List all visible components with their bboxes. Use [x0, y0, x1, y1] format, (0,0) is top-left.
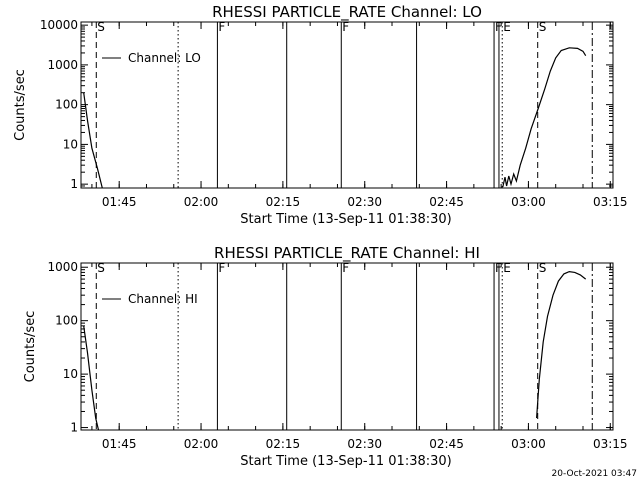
- y-tick-label: 10: [63, 137, 78, 151]
- y-tick-label: 10: [63, 367, 78, 381]
- plot-frame: [80, 21, 614, 189]
- x-axis-label: Start Time (13-Sep-11 01:38:30): [240, 454, 451, 469]
- chart-title: RHESSI PARTICLE_RATE Channel: HI: [214, 244, 480, 263]
- series-line: [536, 270, 587, 419]
- y-tick-label: 100: [55, 98, 78, 112]
- y-axis-label: Counts/sec: [23, 311, 38, 383]
- x-tick-label: 02:45: [429, 437, 464, 451]
- event-marker-label: F: [342, 20, 349, 34]
- x-tick-label: 02:00: [184, 195, 219, 209]
- chart-title: RHESSI PARTICLE_RATE Channel: LO: [212, 3, 482, 22]
- event-marker-label: S: [97, 20, 105, 34]
- y-tick-label: 100: [55, 314, 78, 328]
- x-tick-label: 02:30: [347, 195, 382, 209]
- chart-panel-2: RHESSI PARTICLE_RATE Channel: HI 1 10 100 10…: [23, 244, 628, 469]
- footer-timestamp: 20-Oct-2021 03:47: [552, 469, 637, 479]
- event-marker-label: E: [503, 261, 511, 275]
- x-tick-label: 03:15: [593, 437, 628, 451]
- x-axis-label: Start Time (13-Sep-11 01:38:30): [240, 212, 451, 227]
- x-tick-label: 01:45: [102, 195, 137, 209]
- legend-label: Channel: HI: [128, 292, 198, 306]
- x-tick-label: 02:30: [347, 437, 382, 451]
- x-tick-label: 02:15: [266, 195, 301, 209]
- chart-panel-1: RHESSI PARTICLE_RATE Channel: LO 1 10 100 10…: [13, 3, 628, 227]
- y-tick-label: 10000: [40, 18, 78, 32]
- event-marker-label: S: [539, 261, 547, 275]
- series-line: [502, 47, 587, 188]
- x-tick-label: 03:00: [511, 437, 546, 451]
- series-line: [83, 92, 103, 189]
- x-tick-label: 02:00: [184, 437, 219, 451]
- event-marker-label: F: [218, 261, 225, 275]
- y-tick-label: 1: [70, 421, 78, 435]
- x-tick-label: 01:45: [102, 437, 137, 451]
- event-marker-label: E: [503, 20, 511, 34]
- y-tick-label: 1000: [47, 58, 78, 72]
- x-tick-label: 02:15: [266, 437, 301, 451]
- event-marker-label: F: [218, 20, 225, 34]
- event-marker-label: S: [97, 261, 105, 275]
- y-tick-label: 1: [70, 177, 78, 191]
- x-tick-label: 03:00: [511, 195, 546, 209]
- x-tick-label: 03:15: [593, 195, 628, 209]
- legend-label: Channel: LO: [128, 51, 201, 65]
- event-marker-label: F: [342, 261, 349, 275]
- y-axis-label: Counts/sec: [13, 69, 28, 141]
- y-tick-label: 1000: [47, 260, 78, 274]
- series-line: [83, 325, 100, 431]
- event-marker-label: S: [539, 20, 547, 34]
- x-tick-label: 02:45: [429, 195, 464, 209]
- plot-frame: [80, 262, 614, 431]
